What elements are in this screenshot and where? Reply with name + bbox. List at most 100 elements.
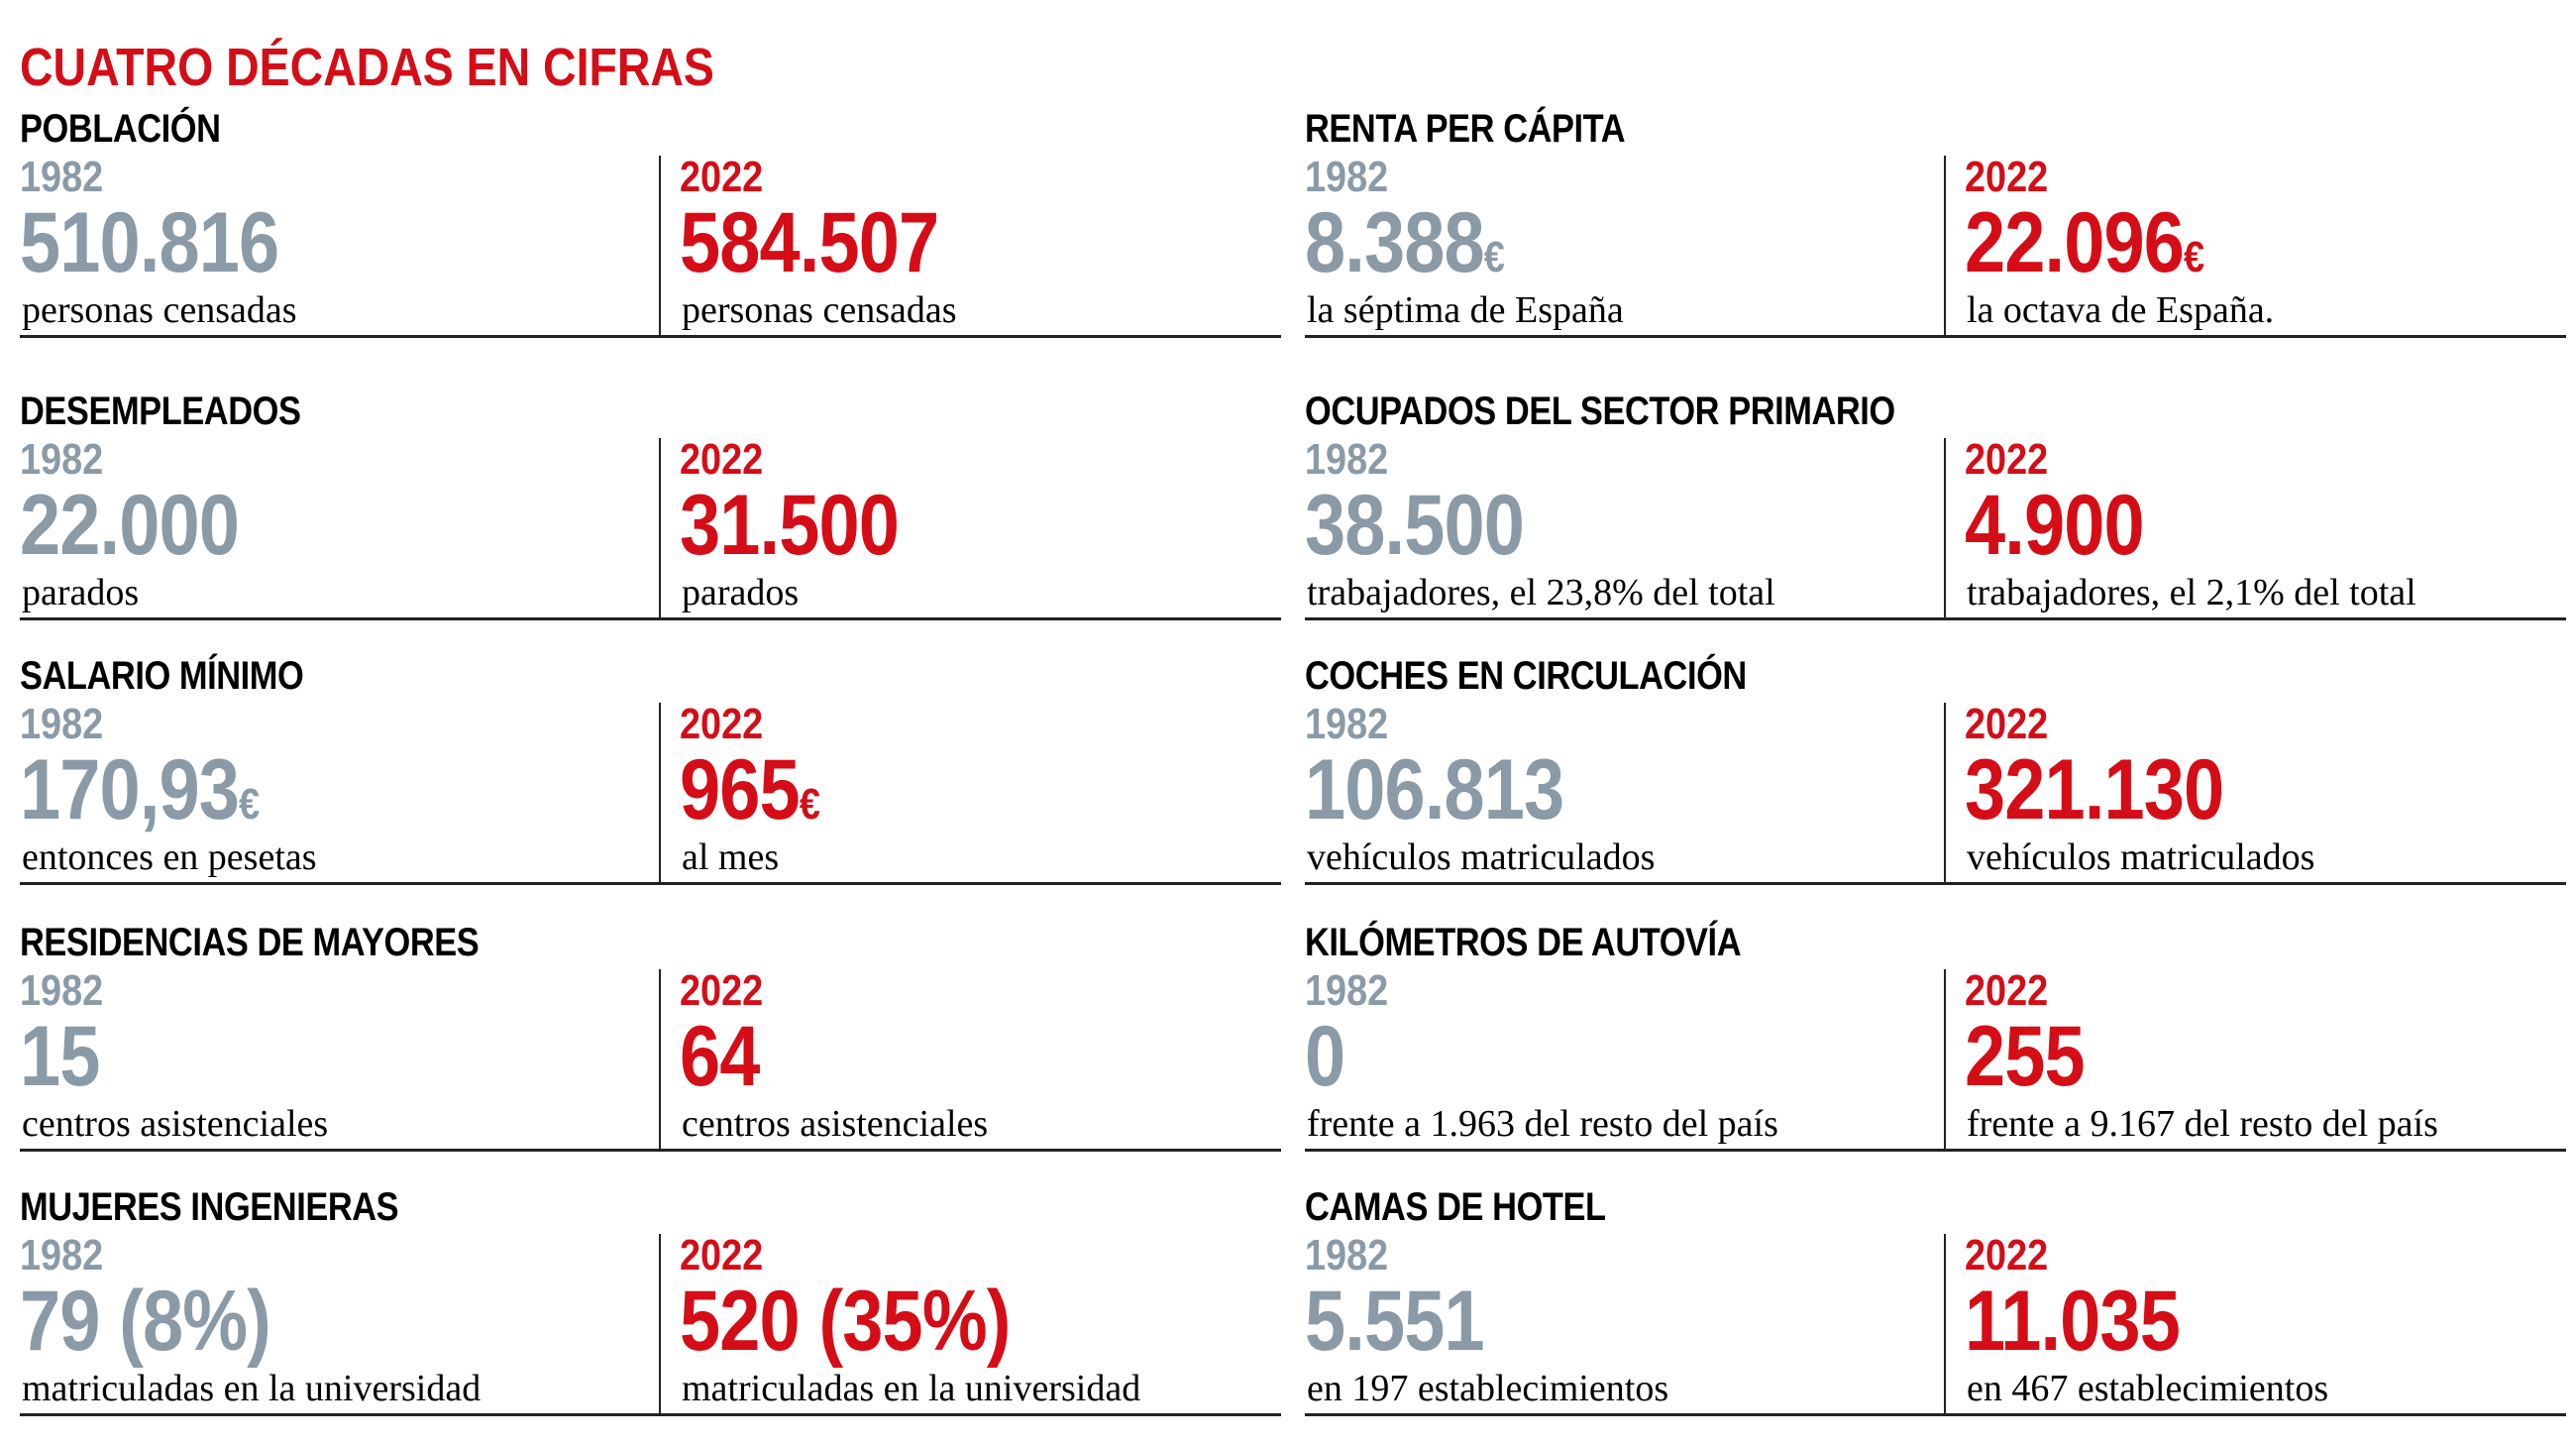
figure-description: matriculadas en la universidad [682,1368,1141,1409]
section-divider [1305,335,2566,338]
figure-value: 255 [1965,1009,2086,1104]
section-title: KILÓMETROS DE AUTOVÍA [1305,921,1742,964]
value-2022: 2022 965€ al mes [680,703,1274,881]
value-1982: 1982 79 (8%) matriculadas en la universi… [20,1234,614,1412]
year-label: 1982 [1305,700,1389,748]
value-2022: 2022 11.035 en 467 establecimientos [1965,1234,2559,1412]
section-divider [20,617,1281,620]
column-divider [659,438,661,618]
section-title: OCUPADOS DEL SECTOR PRIMARIO [1305,389,1895,433]
section-divider [1305,1413,2566,1416]
value-1982: 1982 38.500 trabajadores, el 23,8% del t… [1305,438,1899,616]
stat-section: RENTA PER CÁPITA 1982 8.388€ la séptima … [1305,108,2566,338]
figure-value: 64 [680,1009,760,1104]
unit-label: € [239,780,260,829]
year-label: 2022 [680,153,764,201]
stat-section: COCHES EN CIRCULACIÓN 1982 106.813 vehíc… [1305,655,2566,885]
column-divider [659,1234,661,1414]
value-1982: 1982 22.000 parados [20,438,614,616]
value-1982: 1982 0 frente a 1.963 del resto del país [1305,969,1899,1148]
section-title: CAMAS DE HOTEL [1305,1185,1606,1229]
figure-description: parados [682,572,800,613]
figure-value: 79 (8%) [20,1274,271,1369]
section-title: RENTA PER CÁPITA [1305,107,1626,151]
column-divider [659,969,661,1150]
figure-description: en 467 establecimientos [1967,1368,2329,1409]
value-2022: 2022 584.507 personas censadas [680,156,1274,334]
value-2022: 2022 321.130 vehículos matriculados [1965,703,2559,881]
figure-description: la séptima de España [1307,289,1624,331]
year-label: 1982 [20,153,104,201]
figure-description: parados [22,572,140,613]
section-divider [20,335,1281,338]
stat-section: CAMAS DE HOTEL 1982 5.551 en 197 estable… [1305,1186,2566,1416]
year-label: 1982 [1305,966,1389,1015]
section-title: COCHES EN CIRCULACIÓN [1305,654,1747,698]
figure-value: 5.551 [1305,1274,1485,1369]
figure-value: 31.500 [680,478,900,573]
figure-value: 22.000 [20,478,240,573]
year-label: 1982 [20,435,104,484]
figure-value: 11.035 [1965,1274,2181,1369]
column-divider [1944,703,1946,883]
year-label: 2022 [1965,966,2049,1015]
value-2022: 2022 22.096€ la octava de España. [1965,156,2559,334]
year-label: 2022 [680,700,764,748]
figure-description: en 197 establecimientos [1307,1368,1669,1409]
unit-label: € [799,780,820,829]
section-title: POBLACIÓN [20,107,221,151]
figure-description: frente a 9.167 del resto del país [1967,1103,2438,1145]
value-1982: 1982 106.813 vehículos matriculados [1305,703,1899,881]
year-label: 2022 [1965,1231,2049,1279]
value-2022: 2022 64 centros asistenciales [680,969,1274,1148]
figure-description: trabajadores, el 2,1% del total [1967,572,2416,613]
section-divider [1305,1149,2566,1152]
year-label: 1982 [1305,435,1389,484]
value-2022: 2022 31.500 parados [680,438,1274,616]
page-title: CUATRO DÉCADAS EN CIFRAS [20,38,714,97]
section-divider [20,882,1281,885]
unit-label: € [1483,233,1505,281]
column-divider [1944,156,1946,336]
figure-value: 0 [1305,1009,1345,1104]
figure-value: 38.500 [1305,478,1525,573]
figure-value: 22.096€ [1965,195,2204,290]
figure-description: personas censadas [22,289,297,331]
figure-description: la octava de España. [1967,289,2275,331]
column-divider [659,156,661,336]
value-2022: 2022 255 frente a 9.167 del resto del pa… [1965,969,2559,1148]
section-divider [1305,617,2566,620]
section-divider [20,1149,1281,1152]
figure-value: 8.388€ [1305,195,1505,290]
year-label: 1982 [1305,153,1389,201]
figure-description: trabajadores, el 23,8% del total [1307,572,1775,613]
section-title: DESEMPLEADOS [20,389,301,433]
figure-description: vehículos matriculados [1967,836,2315,878]
figure-description: al mes [682,836,780,878]
figure-value: 321.130 [1965,742,2224,837]
figure-value: 4.900 [1965,478,2145,573]
section-title: RESIDENCIAS DE MAYORES [20,921,480,964]
year-label: 1982 [20,1231,104,1279]
figure-value: 584.507 [680,195,939,290]
stat-section: RESIDENCIAS DE MAYORES 1982 15 centros a… [20,922,1281,1152]
year-label: 2022 [680,435,764,484]
value-2022: 2022 520 (35%) matriculadas en la univer… [680,1234,1274,1412]
stat-section: MUJERES INGENIERAS 1982 79 (8%) matricul… [20,1186,1281,1416]
stat-section: SALARIO MÍNIMO 1982 170,93€ entonces en … [20,655,1281,885]
figure-value: 510.816 [20,195,279,290]
year-label: 2022 [1965,153,2049,201]
section-divider [1305,882,2566,885]
year-label: 1982 [1305,1231,1389,1279]
year-label: 2022 [680,966,764,1015]
value-1982: 1982 5.551 en 197 establecimientos [1305,1234,1899,1412]
column-divider [1944,969,1946,1150]
value-2022: 2022 4.900 trabajadores, el 2,1% del tot… [1965,438,2559,616]
section-divider [20,1413,1281,1416]
value-1982: 1982 510.816 personas censadas [20,156,614,334]
column-divider [1944,1234,1946,1414]
stat-section: DESEMPLEADOS 1982 22.000 parados 2022 31… [20,390,1281,620]
section-title: MUJERES INGENIERAS [20,1185,399,1229]
value-1982: 1982 170,93€ entonces en pesetas [20,703,614,881]
column-divider [1944,438,1946,618]
